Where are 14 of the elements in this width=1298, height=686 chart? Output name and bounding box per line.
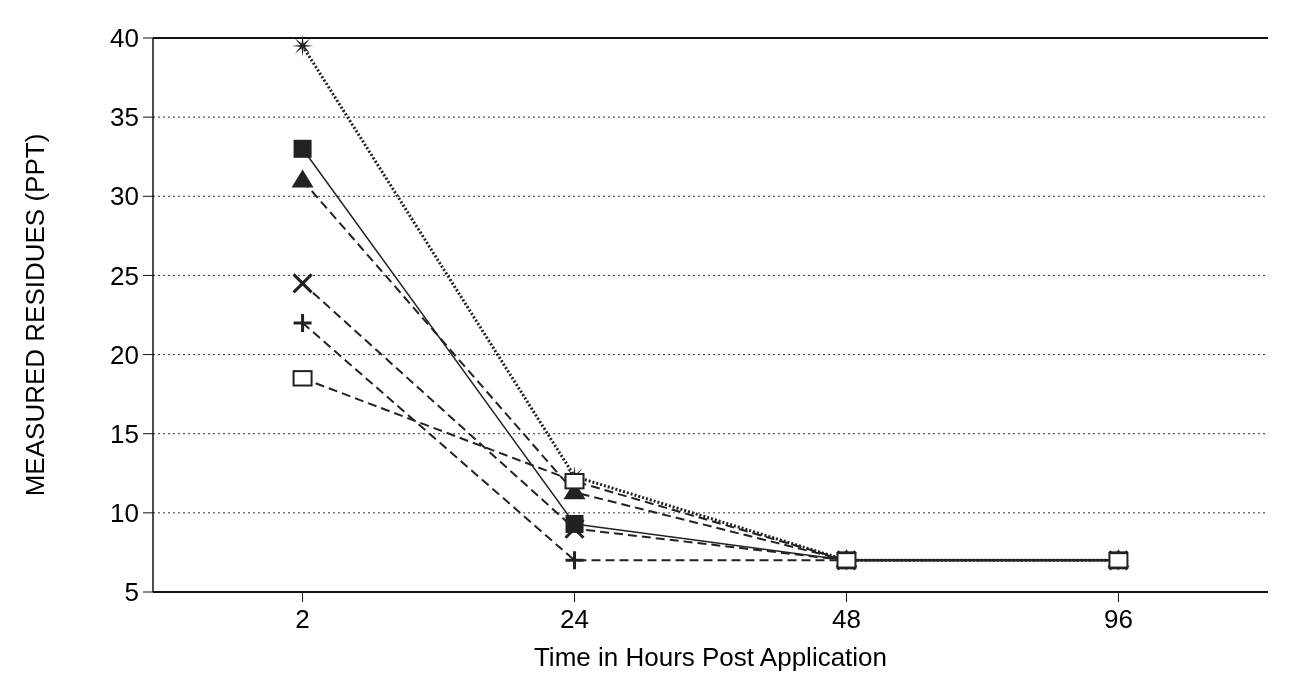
x-tick-label: 24 [560, 604, 589, 634]
y-tick-label: 35 [110, 102, 139, 133]
y-axis-title: MEASURED RESIDUES (PPT) [20, 133, 50, 497]
y-tick-label: 40 [110, 23, 139, 54]
y-tick-label: 30 [110, 181, 139, 212]
x-tick-label: 96 [1103, 604, 1133, 634]
y-tick-label: 15 [110, 418, 139, 449]
x-axis-title: Time in Hours Post Application [533, 642, 888, 672]
x-tick-label: 48 [832, 604, 861, 634]
y-tick-label: 10 [110, 497, 139, 528]
y-tick-label: 25 [110, 260, 139, 291]
y-tick-label: 5 [124, 577, 139, 608]
x-tick-label: 2 [295, 604, 310, 634]
y-tick-label: 20 [110, 339, 139, 370]
